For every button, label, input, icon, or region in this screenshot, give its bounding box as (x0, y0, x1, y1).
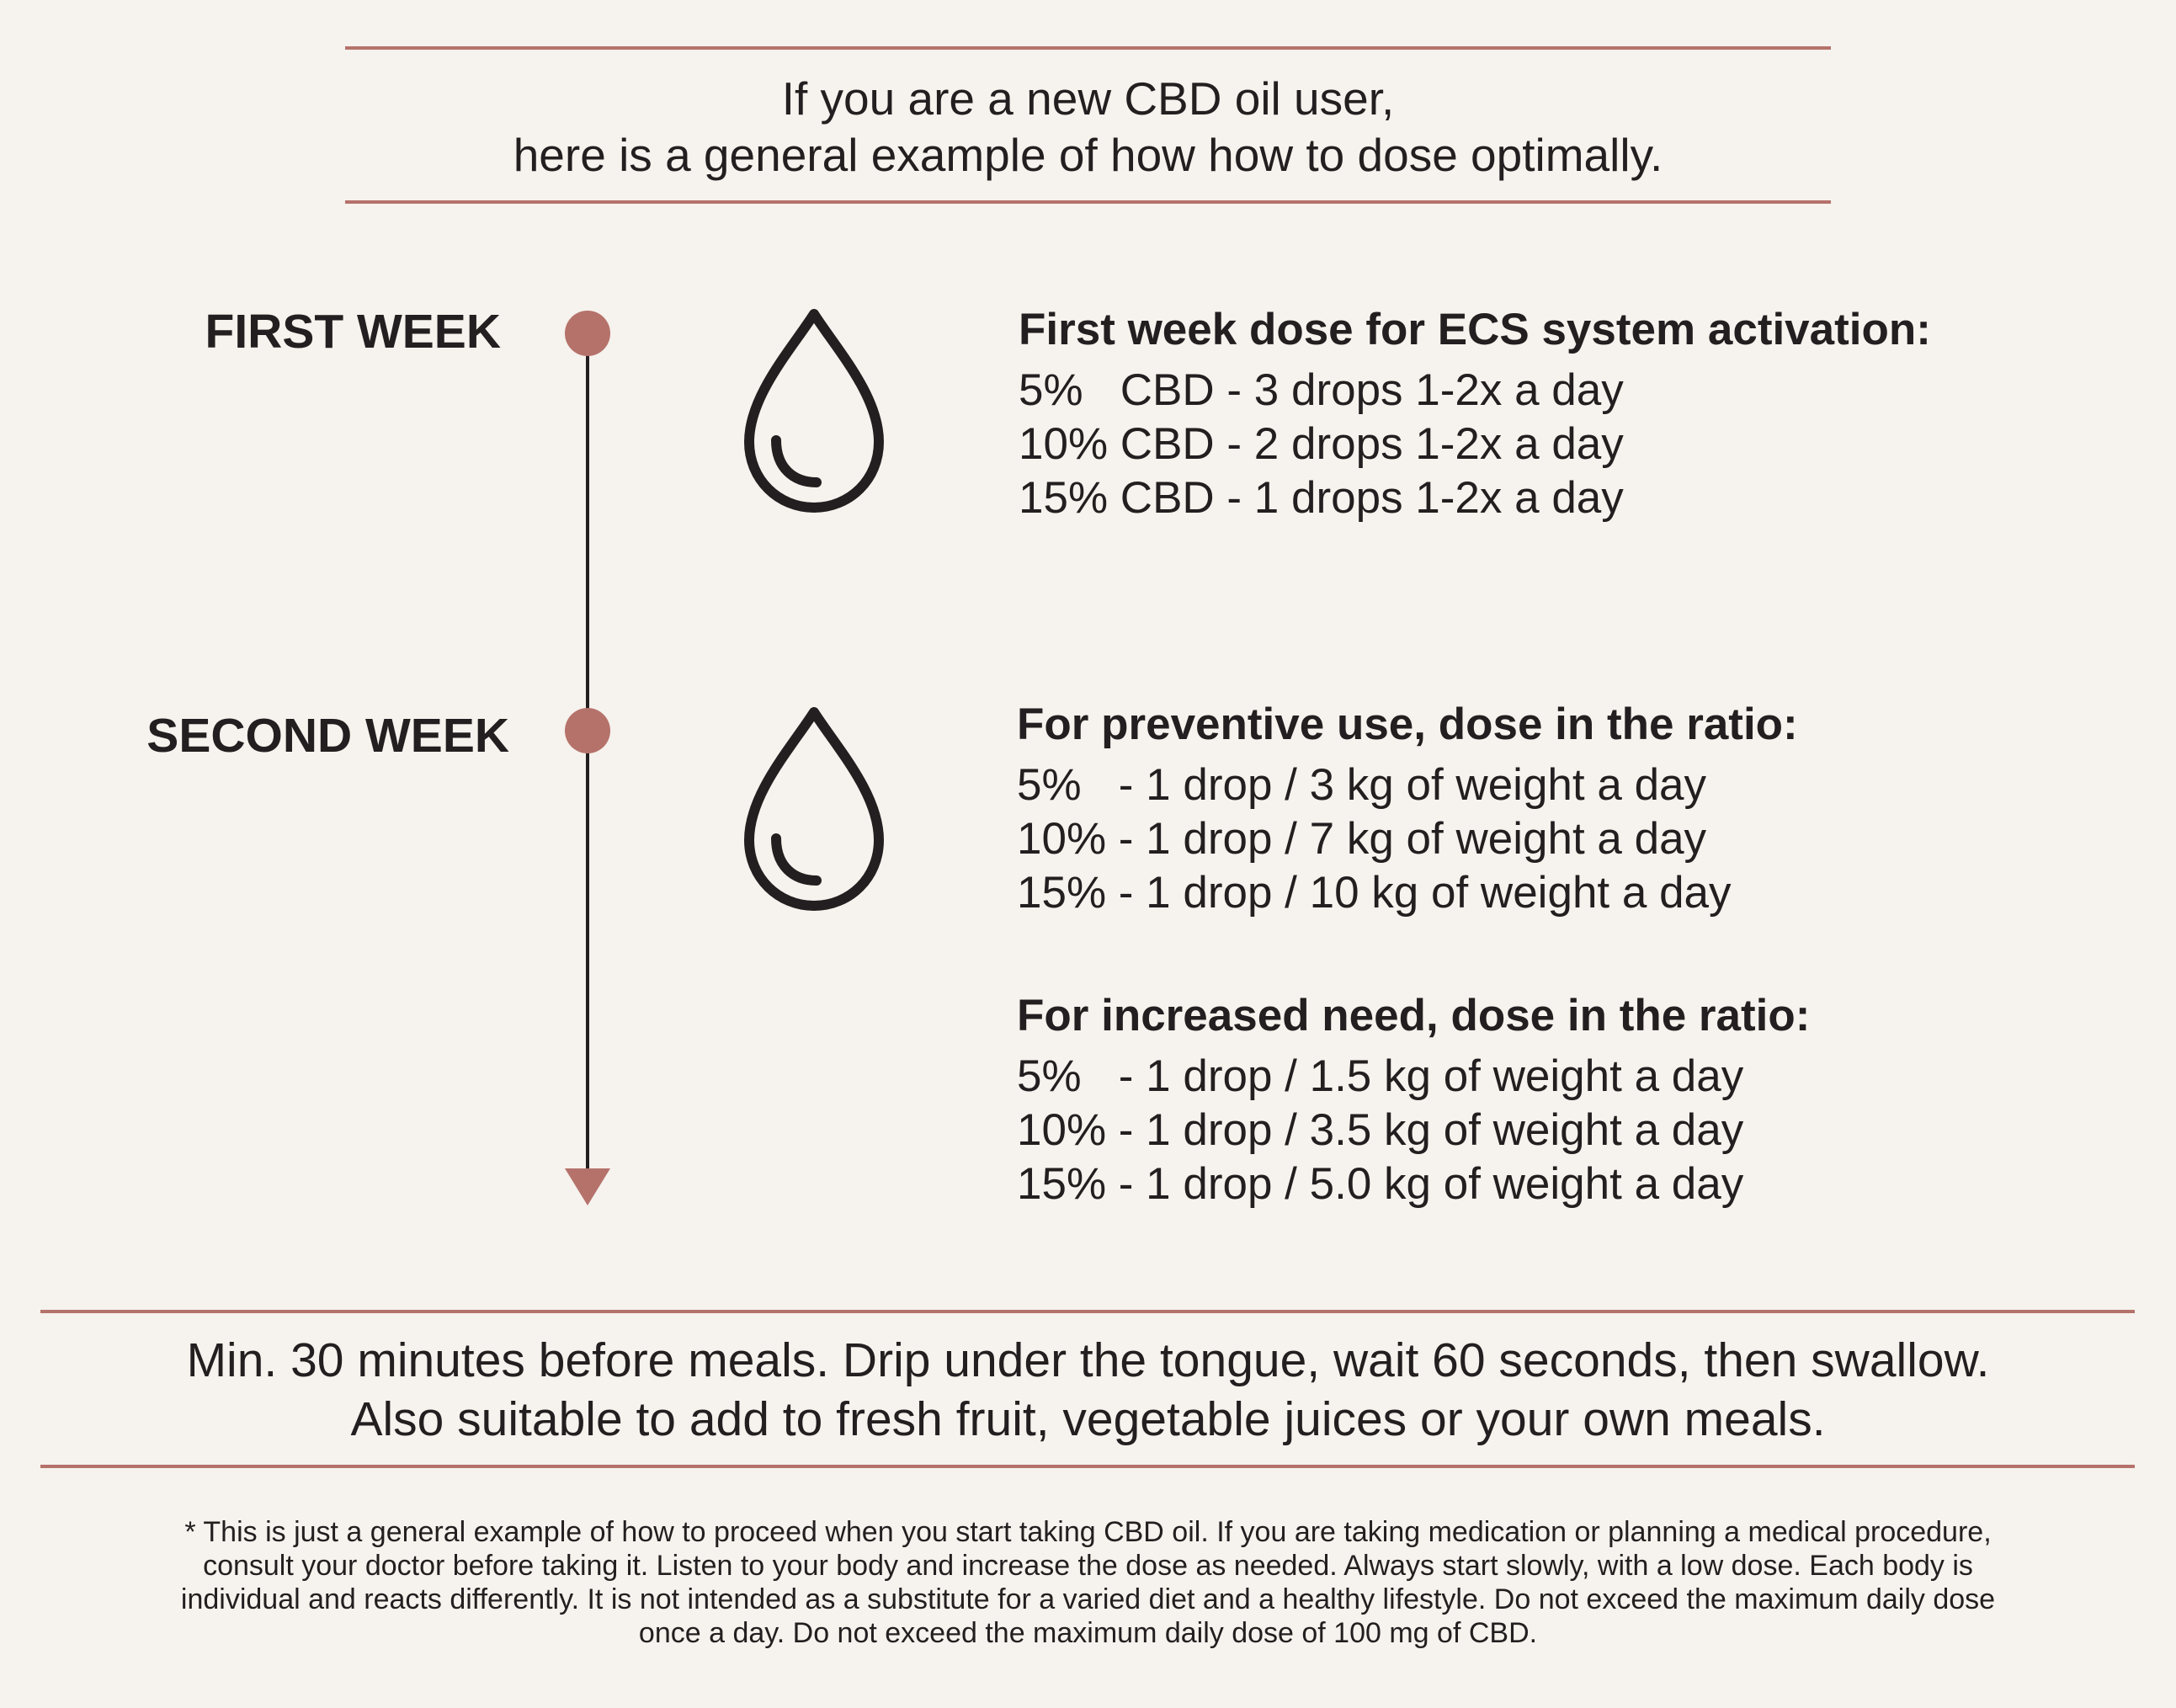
disclaimer-line: consult your doctor before taking it. Li… (203, 1550, 1973, 1582)
first-week-label: FIRST WEEK (205, 305, 502, 359)
first-week-heading: First week dose for ECS system activatio… (1019, 305, 1931, 354)
intro-bottom-rule (345, 200, 1831, 204)
dose-line: 5% - 1 drop / 3 kg of weight a day (1017, 760, 1707, 810)
dose-line: 15% CBD - 1 drops 1-2x a day (1019, 473, 1624, 523)
intro-top-rule (345, 46, 1831, 50)
dose-line: 10% CBD - 2 drops 1-2x a day (1019, 419, 1624, 469)
drop-icon (744, 707, 884, 911)
usage-line-1: Min. 30 minutes before meals. Drip under… (186, 1333, 1990, 1387)
second-week-dot (565, 708, 610, 753)
disclaimer-line: * This is just a general example of how … (184, 1516, 1992, 1548)
usage-line-2: Also suitable to add to fresh fruit, veg… (350, 1392, 1826, 1446)
second-week-label: SECOND WEEK (146, 709, 509, 763)
usage-top-rule (40, 1310, 2135, 1313)
first-week-dot (565, 311, 610, 356)
disclaimer-line: individual and reacts differently. It is… (180, 1583, 1996, 1615)
dose-line: 5% - 1 drop / 1.5 kg of weight a day (1017, 1051, 1744, 1101)
intro-line-1: If you are a new CBD oil user, (781, 72, 1395, 125)
timeline-arrow-icon (565, 1168, 610, 1205)
increased-heading: For increased need, dose in the ratio: (1017, 991, 1811, 1040)
dose-line: 10% - 1 drop / 3.5 kg of weight a day (1017, 1105, 1744, 1155)
dose-line: 10% - 1 drop / 7 kg of weight a day (1017, 814, 1707, 864)
preventive-heading: For preventive use, dose in the ratio: (1017, 700, 1798, 749)
dose-line: 5% CBD - 3 drops 1-2x a day (1019, 365, 1624, 415)
dose-line: 15% - 1 drop / 5.0 kg of weight a day (1017, 1159, 1744, 1209)
drop-icon (744, 309, 884, 513)
intro-line-2: here is a general example of how how to … (513, 129, 1663, 181)
disclaimer-line: once a day. Do not exceed the maximum da… (638, 1617, 1538, 1649)
usage-bottom-rule (40, 1465, 2135, 1468)
dose-line: 15% - 1 drop / 10 kg of weight a day (1017, 868, 1732, 918)
